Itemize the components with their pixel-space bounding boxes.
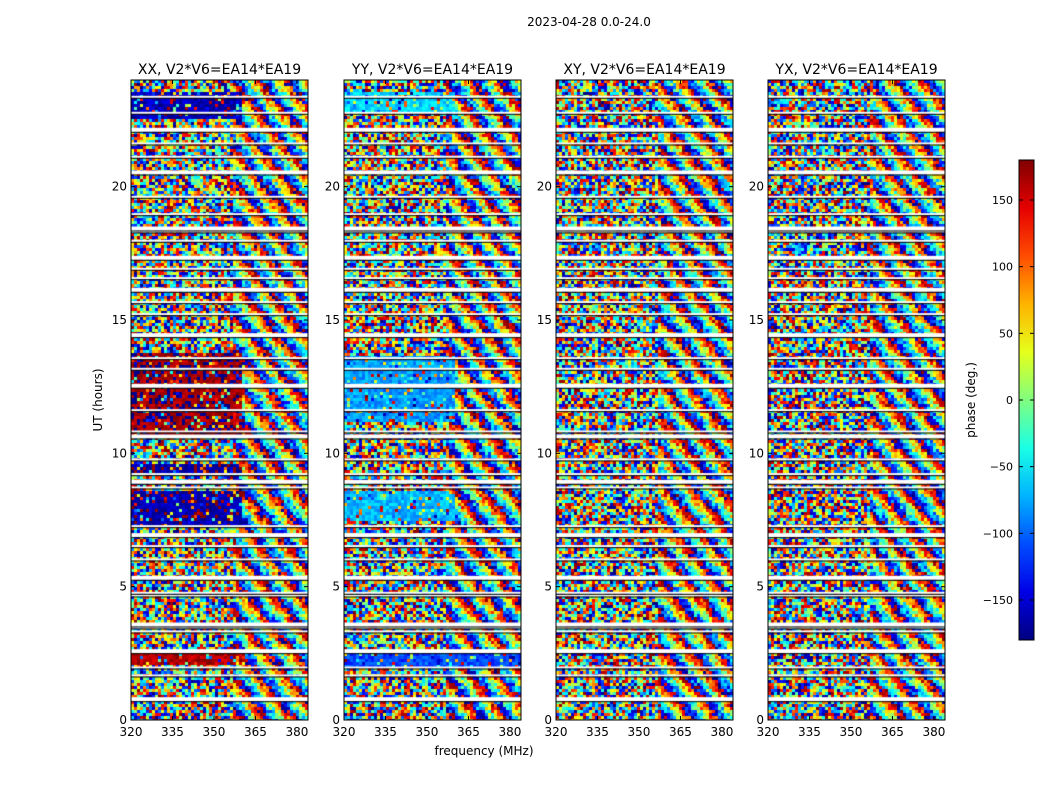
x-tick-label: 320 <box>120 725 143 739</box>
colorbar-tick-label: 50 <box>999 327 1013 340</box>
y-tick-label: 10 <box>112 446 127 460</box>
x-tick-label: 365 <box>881 725 904 739</box>
colorbar-label: phase (deg.) <box>964 362 978 438</box>
phase-heatmap-yy <box>344 80 521 720</box>
y-tick-label: 0 <box>332 713 340 727</box>
y-tick-label: 0 <box>119 713 127 727</box>
x-tick-label: 365 <box>457 725 480 739</box>
y-tick-label: 15 <box>325 313 340 327</box>
x-tick-label: 380 <box>710 725 733 739</box>
y-axis-label: UT (hours) <box>91 368 105 431</box>
colorbar-tick-label: 100 <box>992 261 1013 274</box>
panel-frame <box>130 79 309 721</box>
y-tick-label: 0 <box>544 713 552 727</box>
x-tick-label: 320 <box>757 725 780 739</box>
x-tick-label: 350 <box>628 725 651 739</box>
panel-title: XY, V2*V6=EA14*EA19 <box>563 62 725 78</box>
y-tick-label: 5 <box>119 580 127 594</box>
colorbar-tick-label: −150 <box>983 594 1013 607</box>
y-tick-label: 20 <box>749 180 764 194</box>
panel-title: YY, V2*V6=EA14*EA19 <box>351 62 513 78</box>
panel-xy: XY, V2*V6=EA14*EA19 320 335 350 365 380 0 5 10 15… <box>537 62 734 739</box>
panel-yy: YY, V2*V6=EA14*EA19 320 335 350 365 380 0 5 10 15… <box>325 62 522 739</box>
x-tick-label: 380 <box>922 725 945 739</box>
panel-title: YX, V2*V6=EA14*EA19 <box>774 62 937 78</box>
x-tick-label: 320 <box>333 725 356 739</box>
y-tick-label: 5 <box>332 580 340 594</box>
x-tick-label: 350 <box>840 725 863 739</box>
x-tick-label: 320 <box>545 725 568 739</box>
panel-title: XX, V2*V6=EA14*EA19 <box>138 62 301 78</box>
y-tick-label: 5 <box>756 580 764 594</box>
y-tick-label: 20 <box>537 180 552 194</box>
y-tick-label: 20 <box>112 180 127 194</box>
colorbar-tick-label: 150 <box>992 194 1013 207</box>
panel-frame <box>555 79 734 721</box>
phase-heatmap-xy <box>556 80 733 720</box>
x-tick-label: 380 <box>498 725 521 739</box>
x-tick-label: 335 <box>586 725 609 739</box>
colorbar-tick-label: −100 <box>983 527 1013 540</box>
phase-heatmap-xx <box>131 80 308 720</box>
y-tick-label: 10 <box>325 446 340 460</box>
x-tick-label: 350 <box>203 725 226 739</box>
panel-frame <box>343 79 522 721</box>
colorbar-tick-label: −50 <box>990 461 1013 474</box>
colorbar: −150 −100 −50 0 50 100 150 <box>983 159 1035 641</box>
x-tick-label: 335 <box>374 725 397 739</box>
y-tick-label: 15 <box>537 313 552 327</box>
x-tick-label: 365 <box>669 725 692 739</box>
panel-yx: YX, V2*V6=EA14*EA19 320 335 350 365 380 0 5 10 15… <box>749 62 946 739</box>
x-tick-label: 365 <box>244 725 267 739</box>
y-tick-label: 0 <box>756 713 764 727</box>
y-tick-label: 15 <box>749 313 764 327</box>
colorbar-tick-label: 0 <box>1006 394 1013 407</box>
y-tick-label: 10 <box>537 446 552 460</box>
figure-suptitle: 2023-04-28 0.0-24.0 <box>527 15 651 29</box>
x-tick-label: 380 <box>285 725 308 739</box>
x-tick-label: 335 <box>161 725 184 739</box>
panel-xx: XX, V2*V6=EA14*EA19 320 335 350 365 380 0 5 10 15… <box>112 62 309 739</box>
x-axis-label: frequency (MHz) <box>434 744 533 758</box>
panel-frame <box>767 79 946 721</box>
phase-heatmap-yx <box>768 80 945 720</box>
y-tick-label: 20 <box>325 180 340 194</box>
x-tick-label: 350 <box>416 725 439 739</box>
y-tick-label: 10 <box>749 446 764 460</box>
y-tick-label: 5 <box>544 580 552 594</box>
y-tick-label: 15 <box>112 313 127 327</box>
panels-group: XX, V2*V6=EA14*EA19 320 335 350 365 380 0 5 10 15… <box>112 62 946 739</box>
x-tick-label: 335 <box>798 725 821 739</box>
